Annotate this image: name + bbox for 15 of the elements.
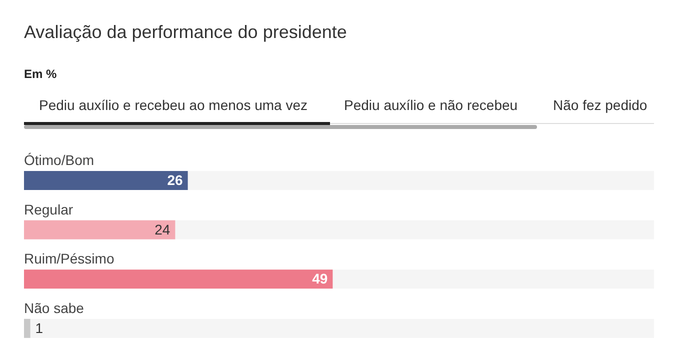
data-label: 26 — [167, 172, 184, 188]
data-label: 1 — [35, 320, 44, 336]
y-tick-label: Ruim/Péssimo — [24, 250, 114, 267]
bar — [24, 318, 30, 338]
text: Pediu auxílio e recebeu ao menos uma vez — [39, 97, 308, 113]
text: Não fez pedido — [553, 97, 648, 113]
bar — [24, 220, 176, 240]
data-label: 49 — [312, 270, 328, 287]
y-tick-label: Regular — [24, 201, 74, 218]
data-label: 24 — [154, 221, 170, 238]
y-tick-label: Ótimo/Bom — [24, 152, 94, 168]
y-tick-label: Não sabe — [24, 300, 84, 316]
text: Pediu auxílio e não recebeu — [344, 97, 518, 113]
chart-subtitle: Em % — [24, 67, 58, 81]
chart-title: Avaliação da performance do presidente — [24, 22, 347, 42]
